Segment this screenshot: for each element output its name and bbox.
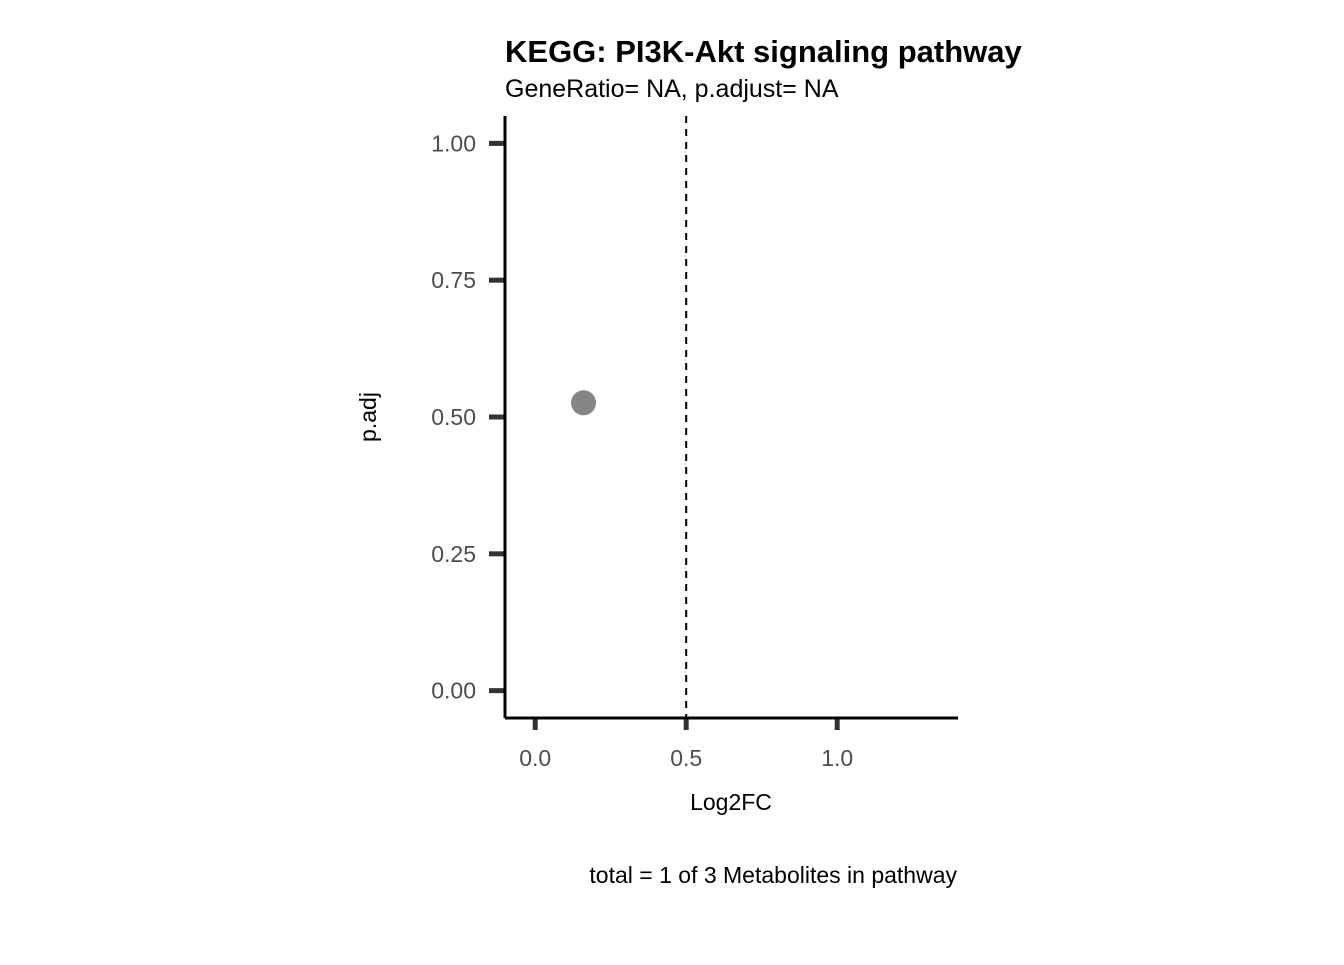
chart-title: KEGG: PI3K-Akt signaling pathway [505,34,1022,69]
chart-caption: total = 1 of 3 Metabolites in pathway [589,862,957,888]
y-tick-label: 0.25 [431,541,476,567]
data-point [571,390,597,416]
y-tick-label: 1.00 [431,130,476,156]
plot-marks [571,116,688,718]
x-tick-label: 0.0 [519,745,551,771]
chart-subtitle: GeneRatio= NA, p.adjust= NA [505,75,839,103]
x-tick-label: 1.0 [821,745,853,771]
y-axis-title: p.adj [355,392,381,442]
x-tick-label: 0.5 [670,745,702,771]
y-axis-ticks: 0.00 0.25 0.50 0.75 1.00 [431,130,505,704]
y-tick-label: 0.50 [431,404,476,430]
y-tick-label: 0.75 [431,267,476,293]
y-tick-label: 0.00 [431,678,476,704]
x-axis-ticks: 0.0 0.5 1.0 [519,718,853,771]
x-axis-title: Log2FC [690,789,772,815]
